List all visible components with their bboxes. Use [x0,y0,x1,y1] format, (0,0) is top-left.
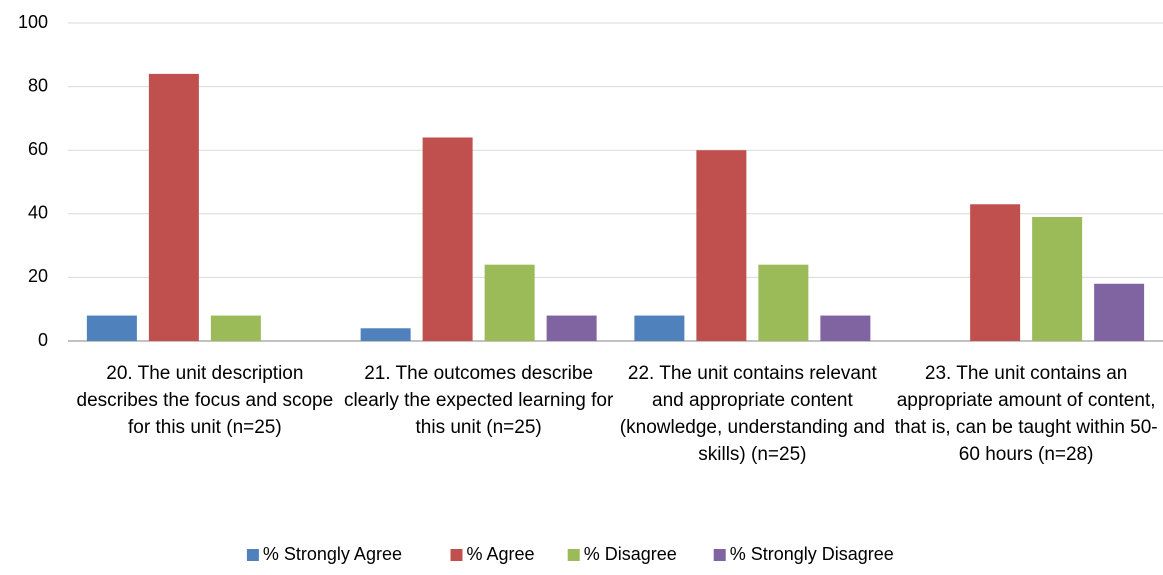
bar [820,315,871,341]
bar [758,264,809,341]
legend-swatch [567,549,580,561]
bar [1094,283,1145,341]
x-tick-label: 20. The unit description describes the f… [76,363,334,438]
legend-swatch [713,549,726,561]
legend-label: % Agree [467,544,535,564]
bar [422,137,473,341]
bar [210,315,261,341]
bar [1032,216,1083,341]
y-tick-label: 80 [28,75,48,95]
legend-label: % Strongly Agree [263,544,402,564]
bar [970,204,1021,341]
x-tick-label: 22. The unit contains relevant and appro… [619,363,885,465]
legend-swatch [246,549,259,561]
bar [484,264,535,341]
y-tick-label: 40 [28,203,48,223]
legend-swatch [450,549,463,561]
bar [148,73,199,341]
x-tick-label: 23. The unit contains an appropriate amo… [894,363,1158,465]
bar [360,328,411,341]
y-tick-label: 60 [28,139,48,159]
bar [634,315,685,341]
bar [86,315,137,341]
y-tick-label: 20 [28,266,48,286]
bar [696,150,747,341]
x-tick-label: 21. The outcomes describe clearly the ex… [343,363,614,438]
y-tick-label: 0 [38,330,48,350]
y-tick-label: 100 [18,12,48,32]
legend-label: % Disagree [584,544,677,564]
bar [546,315,597,341]
legend-label: % Strongly Disagree [730,544,894,564]
